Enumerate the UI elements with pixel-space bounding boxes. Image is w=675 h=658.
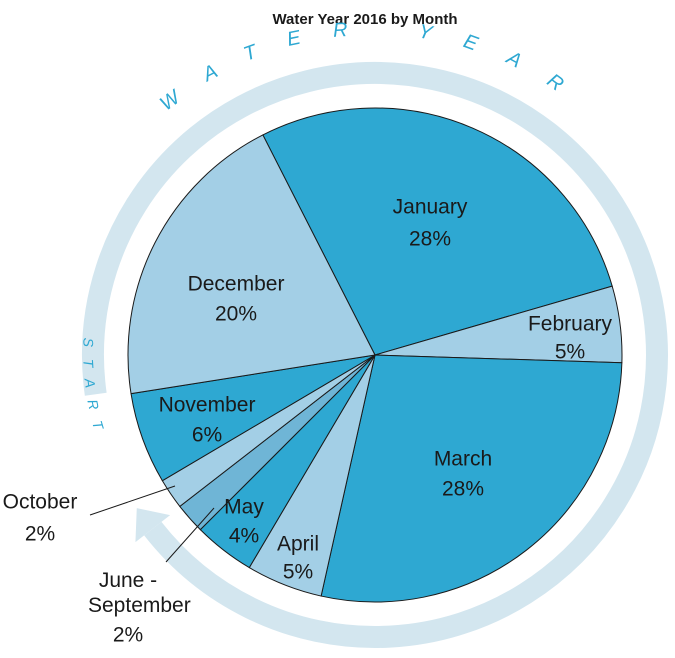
slice-label: June - September bbox=[88, 569, 191, 617]
chart-title: Water Year 2016 by Month bbox=[272, 11, 457, 28]
slice-label: April bbox=[277, 533, 319, 556]
value-label: 2% bbox=[25, 523, 55, 546]
slice-label: November bbox=[159, 394, 256, 417]
ring-arrowhead bbox=[135, 508, 171, 543]
slice-label: December bbox=[188, 273, 285, 296]
pie-slice bbox=[127, 134, 376, 395]
slice-label: January bbox=[393, 196, 468, 219]
ring-arrow bbox=[82, 62, 668, 648]
slice-label: February bbox=[528, 313, 613, 336]
value-label: 20% bbox=[215, 303, 257, 326]
slice-label: May bbox=[224, 496, 264, 519]
slice-label: October bbox=[3, 491, 78, 514]
value-label: 4% bbox=[229, 525, 259, 548]
value-label: 5% bbox=[555, 341, 585, 364]
leader-line bbox=[89, 485, 176, 516]
value-label: 6% bbox=[192, 424, 222, 447]
pie-slice bbox=[262, 107, 613, 356]
value-label: 5% bbox=[283, 561, 313, 584]
value-label: 28% bbox=[409, 228, 451, 251]
slice-label: March bbox=[434, 448, 492, 471]
value-label: 28% bbox=[442, 478, 484, 501]
pie-slice bbox=[320, 354, 623, 603]
leader-line bbox=[165, 507, 215, 563]
value-label: 2% bbox=[113, 624, 143, 647]
